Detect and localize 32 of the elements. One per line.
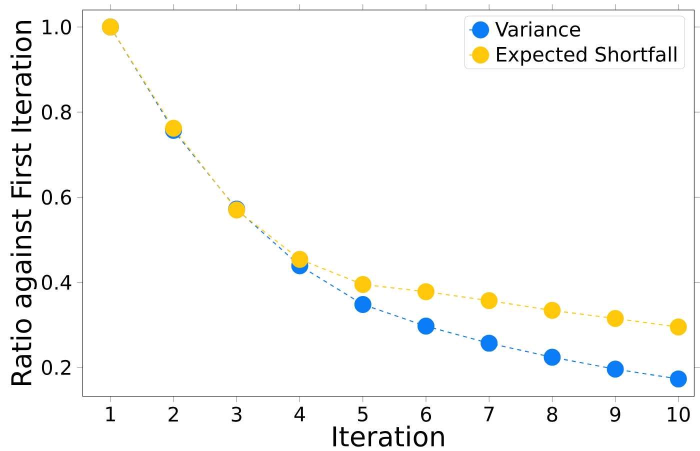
- legend-label: Variance: [495, 21, 580, 37]
- point: [417, 283, 434, 300]
- point: [544, 348, 561, 366]
- x-tick-label: 1: [106, 406, 115, 422]
- y-tick-label: 0.2: [42, 360, 70, 375]
- x-tick-label: 8: [547, 406, 558, 422]
- x-tick-label: 4: [294, 406, 305, 422]
- point: [544, 302, 561, 319]
- y-tick-label: 0.4: [42, 274, 72, 290]
- point: [291, 250, 308, 268]
- x-tick-label: 2: [168, 406, 178, 422]
- y-tick-label: 0.6: [42, 190, 72, 205]
- point: [670, 318, 687, 336]
- x-tick-label: 3: [232, 406, 242, 422]
- y-tick-label: 1.0: [42, 19, 71, 34]
- point: [417, 318, 434, 335]
- x-tick-label: 5: [358, 406, 368, 422]
- legend-label: Expected Shortfall: [497, 46, 676, 66]
- y-tick-label: 0.8: [42, 104, 71, 120]
- x-tick-label: 6: [421, 406, 432, 422]
- point: [354, 296, 372, 313]
- x-axis-title: Iteration: [333, 426, 444, 447]
- point: [606, 310, 624, 327]
- point: [480, 334, 498, 352]
- point: [354, 276, 372, 293]
- point: [606, 360, 624, 378]
- point: [480, 292, 498, 310]
- x-tick-label: 7: [484, 406, 494, 422]
- x-tick-label: 10: [668, 406, 690, 422]
- point: [670, 370, 687, 388]
- x-tick-label: 9: [610, 406, 620, 422]
- y-axis-title: Ratio against First Iteration: [10, 20, 37, 385]
